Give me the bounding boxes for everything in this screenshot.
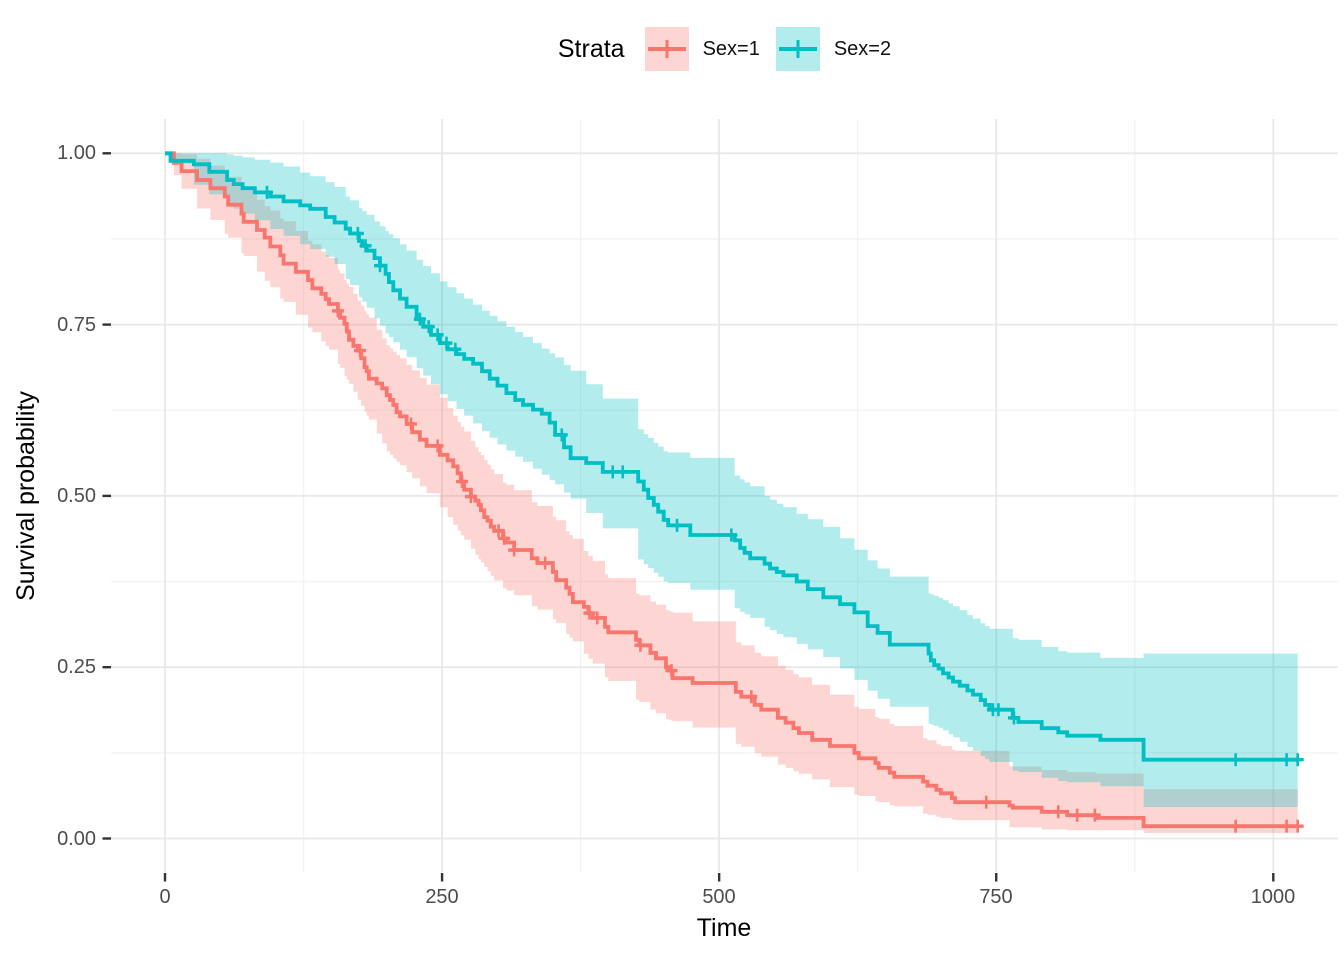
axis-tick-marks <box>102 152 1275 882</box>
legend-item-label-sex2: Sex=2 <box>833 37 892 60</box>
gridlines <box>111 119 1338 872</box>
legend-key-sex2 <box>775 27 820 71</box>
y-axis-tick-label: 0.75 <box>57 314 96 336</box>
x-axis-tick-label: 250 <box>425 886 459 908</box>
censor-marks-sex2 <box>260 185 1304 767</box>
confidence-band-sex2 <box>165 153 1298 808</box>
y-axis-tick-label: 0.25 <box>57 656 96 678</box>
y-axis-tick-label: 0.00 <box>57 828 96 850</box>
plot-legend: Strata Sex=1 Sex=2 <box>111 24 1338 74</box>
legend-title: Strata <box>557 34 625 63</box>
x-axis-tick-label: 500 <box>702 886 736 908</box>
plus-censor-icon <box>647 40 686 58</box>
confidence-band-sex1 <box>165 153 1298 834</box>
x-axis-tick-label: 1000 <box>1250 886 1296 908</box>
x-axis-title: Time <box>696 914 752 942</box>
plus-censor-icon <box>778 40 817 58</box>
y-axis-tick-label: 0.50 <box>57 485 96 507</box>
x-axis-tick-label: 750 <box>979 886 1013 908</box>
legend-item-label-sex1: Sex=1 <box>702 37 760 60</box>
legend-item-sex1: Sex=1 <box>644 27 760 71</box>
y-axis-tick-label: 1.00 <box>57 142 96 164</box>
x-axis-tick-label: 0 <box>159 886 171 908</box>
censor-marks-sex1 <box>331 304 1304 833</box>
y-axis-title: Survival probability <box>12 391 40 601</box>
survival-curve-sex1 <box>165 151 1298 829</box>
legend-item-sex2: Sex=2 <box>775 27 892 71</box>
legend-key-sex1 <box>644 27 689 71</box>
